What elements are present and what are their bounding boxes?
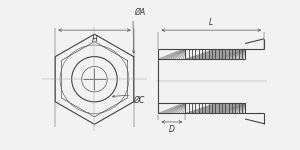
Text: L: L	[209, 18, 213, 27]
Text: ØA: ØA	[134, 8, 146, 17]
Text: H: H	[92, 35, 97, 44]
Text: ØC: ØC	[133, 96, 144, 105]
Text: D: D	[169, 125, 175, 134]
